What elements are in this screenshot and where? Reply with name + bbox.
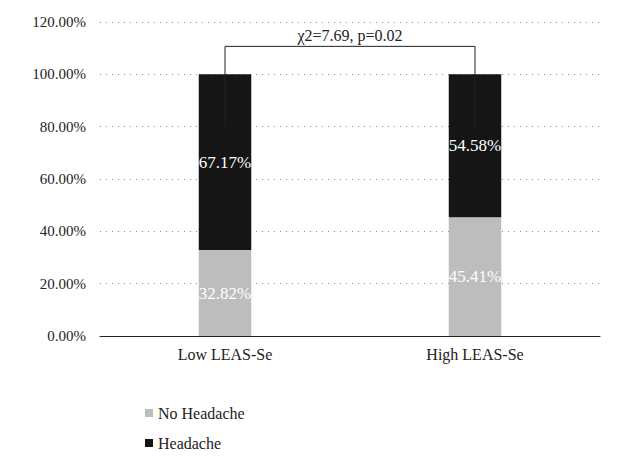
svg-text:Low LEAS-Se: Low LEAS-Se	[178, 346, 273, 363]
svg-text:0.00%: 0.00%	[47, 328, 86, 344]
svg-text:40.00%: 40.00%	[40, 223, 86, 239]
svg-text:High LEAS-Se: High LEAS-Se	[426, 346, 523, 364]
svg-text:120.00%: 120.00%	[32, 14, 86, 30]
svg-text:χ2=7.69, p=0.02: χ2=7.69, p=0.02	[296, 27, 402, 45]
svg-text:100.00%: 100.00%	[32, 66, 86, 82]
svg-text:No Headache: No Headache	[158, 405, 245, 422]
svg-text:45.41%: 45.41%	[449, 267, 501, 286]
svg-text:67.17%: 67.17%	[199, 153, 251, 172]
svg-text:54.58%: 54.58%	[449, 136, 501, 155]
svg-text:Headache: Headache	[158, 435, 221, 452]
svg-text:32.82%: 32.82%	[199, 284, 251, 303]
svg-text:20.00%: 20.00%	[40, 276, 86, 292]
svg-text:80.00%: 80.00%	[40, 119, 86, 135]
svg-text:60.00%: 60.00%	[40, 171, 86, 187]
